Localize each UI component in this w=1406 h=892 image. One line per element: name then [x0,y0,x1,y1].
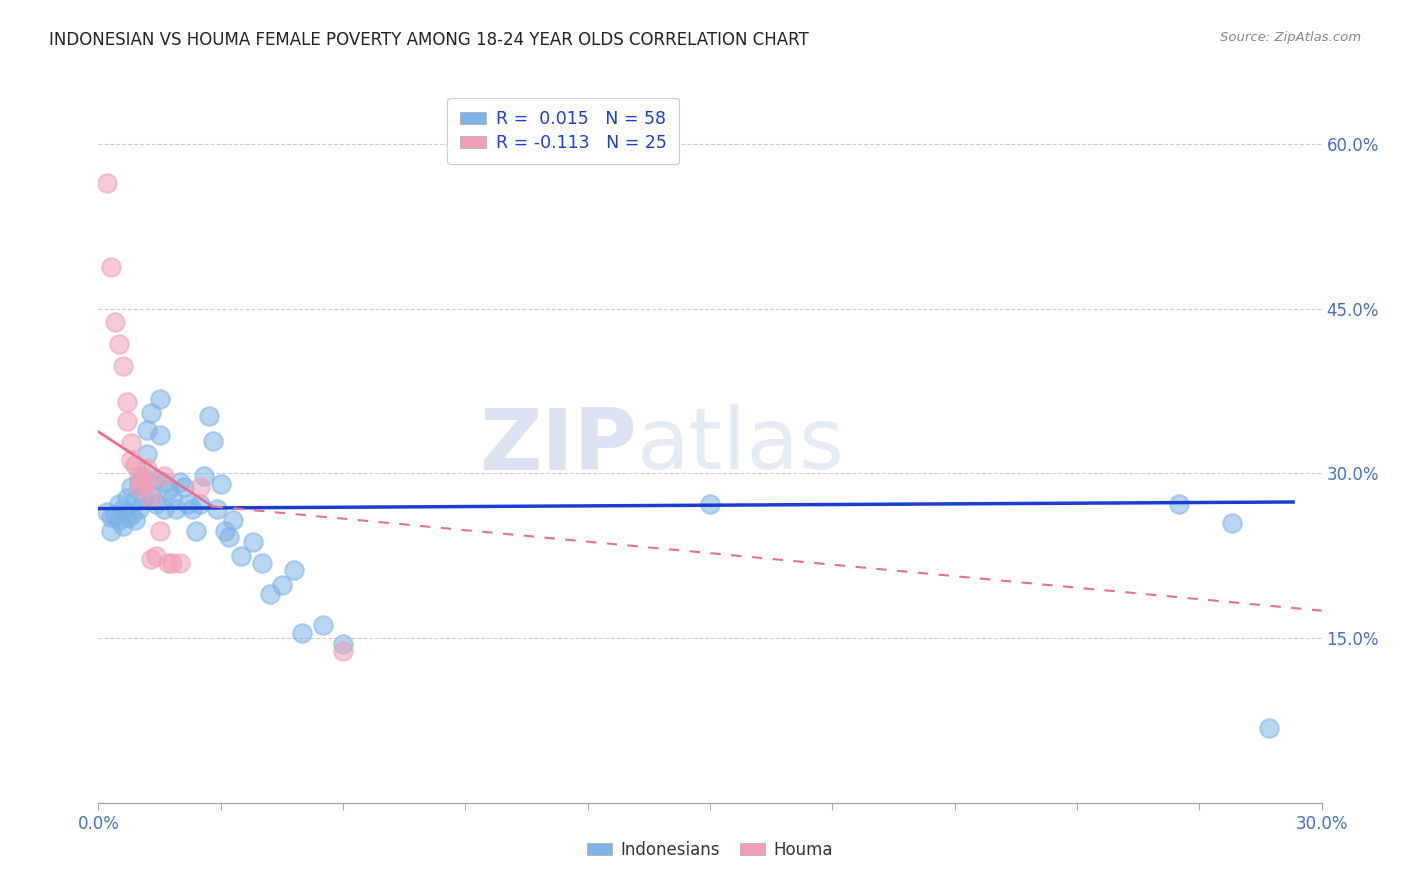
Point [160,557,183,571]
Point [136,461,159,475]
Point [283,563,305,577]
Point [124,458,146,472]
Point [169,557,191,571]
Text: atlas: atlas [637,404,845,488]
Point [128,480,150,494]
Point [149,524,172,538]
Point [120,453,142,467]
Point [141,406,163,420]
Point [332,637,354,651]
Point [145,472,167,486]
Point [132,468,155,483]
Point [332,644,354,658]
Point [115,510,138,524]
Point [111,359,134,373]
Point [141,491,163,505]
Point [1257,721,1279,735]
Point [124,512,146,526]
Text: Source: ZipAtlas.com: Source: ZipAtlas.com [1220,31,1361,45]
Point [132,475,155,490]
Point [104,315,127,329]
Point [128,501,150,516]
Point [193,468,215,483]
Point [209,477,232,491]
Point [104,508,127,523]
Point [124,494,146,508]
Point [156,557,179,571]
Point [160,491,183,505]
Point [108,337,131,351]
Point [96,176,118,190]
Point [197,409,219,424]
Point [149,428,172,442]
Point [115,395,138,409]
Point [312,618,335,632]
Point [218,530,240,544]
Point [242,534,264,549]
Point [173,480,195,494]
Point [111,501,134,516]
Point [291,625,314,640]
Point [201,434,224,448]
Point [136,423,159,437]
Point [100,260,122,274]
Legend: Indonesians, Houma: Indonesians, Houma [581,835,839,866]
Point [188,480,212,494]
Point [152,475,174,490]
Point [181,501,204,516]
Point [136,475,159,490]
Point [250,557,273,571]
Point [270,578,294,592]
Point [186,524,208,538]
Point [1220,516,1243,530]
Point [136,447,159,461]
Point [145,549,167,563]
Point [100,524,122,538]
Point [108,512,131,526]
Point [259,587,281,601]
Point [108,497,131,511]
Point [214,524,236,538]
Point [100,510,122,524]
Point [115,491,138,505]
Point [177,497,200,511]
Point [128,468,150,483]
Point [149,392,172,406]
Point [169,475,191,490]
Point [141,552,163,566]
Point [699,497,721,511]
Point [132,491,155,505]
Point [222,512,245,526]
Point [111,519,134,533]
Point [165,501,187,516]
Point [128,475,150,490]
Point [152,468,174,483]
Point [120,508,142,523]
Point [120,480,142,494]
Point [96,505,118,519]
Point [115,414,138,428]
Point [231,549,253,563]
Point [141,488,163,502]
Point [205,501,228,516]
Text: ZIP: ZIP [479,404,637,488]
Point [145,497,167,511]
Point [1167,497,1189,511]
Point [152,501,174,516]
Point [188,497,212,511]
Point [120,435,142,450]
Point [156,483,179,497]
Text: INDONESIAN VS HOUMA FEMALE POVERTY AMONG 18-24 YEAR OLDS CORRELATION CHART: INDONESIAN VS HOUMA FEMALE POVERTY AMONG… [49,31,808,49]
